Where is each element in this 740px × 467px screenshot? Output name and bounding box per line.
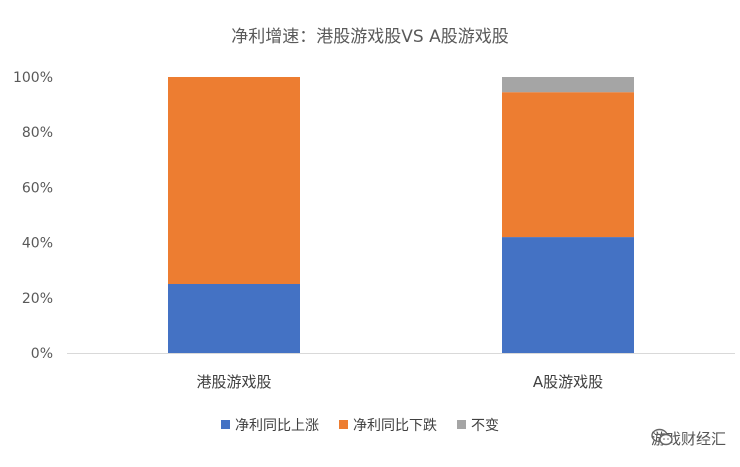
y-tick-label: 40% [22,236,53,252]
y-tick-label: 0% [31,346,53,362]
bar-segment [168,284,300,353]
x-category-label: 港股游戏股 [196,373,271,391]
legend-label: 净利同比上涨 [235,418,319,434]
bar-segment [168,77,300,284]
y-tick-label: 60% [22,180,53,196]
legend-swatch [457,420,466,429]
y-tick-label: 100% [13,70,53,86]
legend-label: 不变 [471,418,499,434]
bar-segment [502,92,634,238]
y-tick-label: 80% [22,125,53,141]
wechat-icon [651,428,673,446]
watermark: 游戏财经汇 [651,428,726,449]
y-tick-label: 20% [22,291,53,307]
legend-swatch [339,420,348,429]
legend-label: 净利同比下跌 [353,418,437,434]
bar-segment [502,77,634,93]
bar-segment [502,237,634,353]
x-category-label: A股游戏股 [533,373,603,391]
chart-title: 净利增速：港股游戏股VS A股游戏股 [231,27,509,47]
legend-swatch [221,420,230,429]
